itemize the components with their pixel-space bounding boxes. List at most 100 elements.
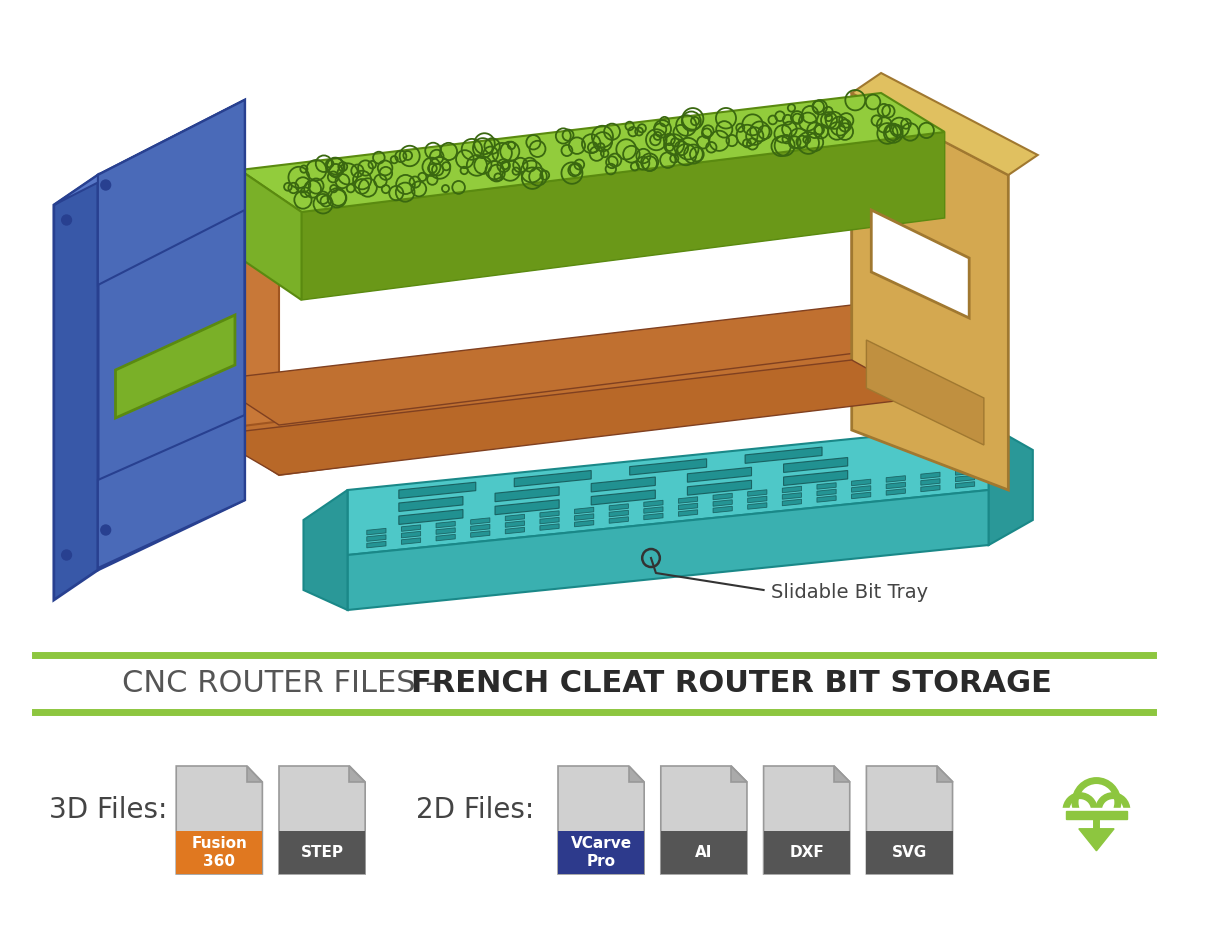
Polygon shape: [782, 486, 801, 492]
Polygon shape: [851, 486, 870, 492]
Text: DXF: DXF: [789, 845, 824, 860]
Text: 2D Files:: 2D Files:: [416, 796, 534, 824]
Polygon shape: [748, 503, 767, 509]
Polygon shape: [713, 507, 732, 513]
Polygon shape: [748, 490, 767, 496]
Polygon shape: [679, 509, 698, 516]
Polygon shape: [350, 766, 365, 782]
Text: Slidable Bit Tray: Slidable Bit Tray: [771, 582, 929, 601]
Polygon shape: [764, 766, 850, 874]
Polygon shape: [886, 476, 906, 482]
Polygon shape: [920, 478, 940, 485]
Polygon shape: [851, 479, 870, 486]
Circle shape: [62, 550, 72, 560]
Polygon shape: [558, 766, 645, 874]
Polygon shape: [687, 480, 751, 495]
Polygon shape: [852, 115, 920, 390]
Polygon shape: [347, 425, 988, 555]
Polygon shape: [210, 350, 920, 475]
Polygon shape: [210, 360, 920, 475]
Polygon shape: [643, 513, 663, 520]
Polygon shape: [471, 531, 490, 537]
Polygon shape: [679, 497, 698, 504]
Text: 3D Files:: 3D Files:: [49, 796, 168, 824]
Polygon shape: [867, 766, 953, 874]
Polygon shape: [817, 495, 836, 502]
Polygon shape: [402, 537, 420, 544]
Text: AI: AI: [696, 845, 713, 860]
Polygon shape: [53, 100, 245, 205]
Polygon shape: [515, 471, 591, 487]
Polygon shape: [783, 458, 847, 473]
Polygon shape: [402, 525, 420, 531]
Polygon shape: [240, 170, 301, 300]
Polygon shape: [937, 766, 953, 782]
Polygon shape: [176, 766, 262, 874]
Polygon shape: [713, 500, 732, 507]
Polygon shape: [246, 766, 262, 782]
Polygon shape: [505, 521, 524, 527]
Circle shape: [101, 525, 110, 535]
Polygon shape: [210, 115, 920, 235]
Polygon shape: [399, 482, 476, 498]
Polygon shape: [210, 305, 920, 425]
Polygon shape: [955, 469, 975, 476]
Polygon shape: [609, 504, 629, 510]
Polygon shape: [505, 527, 524, 534]
Polygon shape: [834, 766, 850, 782]
Polygon shape: [436, 522, 455, 528]
Text: VCarve
Pro: VCarve Pro: [571, 836, 631, 869]
Polygon shape: [867, 340, 983, 445]
Polygon shape: [1079, 829, 1114, 851]
Polygon shape: [399, 496, 463, 511]
FancyBboxPatch shape: [764, 831, 850, 874]
Polygon shape: [540, 517, 560, 523]
Polygon shape: [402, 531, 420, 537]
Polygon shape: [98, 100, 245, 570]
Circle shape: [62, 215, 72, 225]
Polygon shape: [872, 210, 969, 318]
Polygon shape: [643, 500, 663, 507]
Bar: [1056, 808, 1138, 844]
Polygon shape: [540, 511, 560, 517]
Polygon shape: [399, 509, 463, 524]
Text: Fusion
360: Fusion 360: [192, 836, 248, 869]
Polygon shape: [279, 766, 365, 874]
Polygon shape: [852, 93, 1009, 490]
Polygon shape: [629, 766, 645, 782]
Polygon shape: [591, 490, 656, 505]
Polygon shape: [347, 490, 988, 610]
Text: STEP: STEP: [301, 845, 344, 860]
Polygon shape: [920, 485, 940, 492]
Polygon shape: [591, 477, 656, 492]
Polygon shape: [660, 766, 747, 874]
Polygon shape: [817, 483, 836, 490]
Polygon shape: [495, 500, 560, 515]
Polygon shape: [609, 517, 629, 523]
Polygon shape: [574, 514, 594, 521]
Polygon shape: [367, 535, 386, 541]
Polygon shape: [210, 190, 279, 465]
Polygon shape: [817, 490, 836, 495]
Circle shape: [101, 180, 110, 190]
Polygon shape: [367, 528, 386, 535]
Polygon shape: [679, 504, 698, 509]
Polygon shape: [783, 471, 847, 486]
Polygon shape: [630, 459, 707, 475]
Polygon shape: [471, 518, 490, 524]
Polygon shape: [988, 425, 1033, 545]
Polygon shape: [115, 315, 236, 418]
Polygon shape: [495, 487, 560, 502]
Polygon shape: [113, 258, 240, 518]
Text: FRENCH CLEAT ROUTER BIT STORAGE: FRENCH CLEAT ROUTER BIT STORAGE: [412, 669, 1053, 698]
Polygon shape: [436, 528, 455, 535]
Polygon shape: [471, 524, 490, 531]
Polygon shape: [540, 523, 560, 530]
Polygon shape: [955, 482, 975, 488]
Polygon shape: [886, 489, 906, 495]
Polygon shape: [574, 521, 594, 527]
Polygon shape: [643, 507, 663, 513]
Polygon shape: [98, 100, 245, 285]
Polygon shape: [886, 482, 906, 489]
Polygon shape: [98, 415, 245, 568]
